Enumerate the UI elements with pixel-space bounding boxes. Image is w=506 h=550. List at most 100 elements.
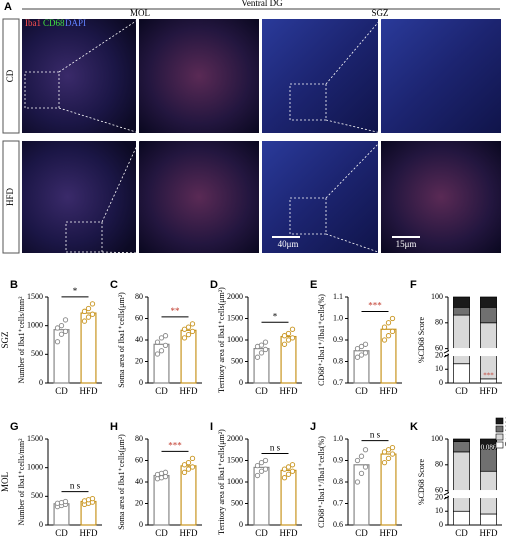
- y-tick-label: 20: [435, 350, 443, 359]
- data-point: [285, 337, 292, 343]
- data-point: [254, 463, 261, 469]
- panel-label: G: [10, 421, 19, 433]
- y-tick-label: 100: [431, 292, 443, 301]
- significance-label: **: [171, 306, 181, 316]
- y-tick-label: 0.9: [333, 335, 343, 344]
- data-point: [381, 459, 388, 466]
- legend-swatch: [495, 441, 504, 449]
- data-point: [254, 472, 261, 479]
- data-point: [185, 459, 192, 466]
- y-tick-label: 1000: [27, 320, 43, 329]
- bar-segment: [453, 510, 470, 526]
- data-point: [389, 328, 396, 335]
- legend-swatch: [495, 433, 504, 441]
- y-tick-label: 1500: [227, 455, 243, 464]
- data-point: [354, 457, 361, 464]
- y-axis-label: Soma area of Iba1⁺cells(μm²): [117, 292, 126, 388]
- data-point: [81, 318, 88, 324]
- bar: [280, 469, 297, 526]
- x-tick-label: HFD: [279, 386, 298, 396]
- y-axis-label: %CD68 Score: [417, 317, 426, 363]
- x-tick-label: CD: [455, 528, 468, 538]
- y-tick-label: 1500: [27, 292, 43, 301]
- y-tick-label: 1.0: [333, 313, 343, 322]
- y-tick-label: 2000: [227, 292, 243, 301]
- row-label: SGZ: [0, 331, 10, 348]
- data-point: [62, 317, 69, 323]
- bar-segment: [453, 314, 470, 365]
- data-point: [181, 335, 188, 341]
- data-point: [189, 328, 196, 335]
- y-axis-label: Territory area of Iba1⁺cells(μm²): [217, 287, 226, 393]
- y-tick-label: 60: [435, 343, 443, 352]
- bar-segment: [453, 296, 470, 308]
- data-point: [385, 333, 392, 339]
- y-tick-label: 20: [135, 498, 143, 507]
- data-point: [281, 466, 288, 472]
- axis-break-gap: [449, 490, 503, 499]
- group-label: HFD: [5, 188, 15, 207]
- x-tick-label: CD: [55, 386, 68, 396]
- y-tick-label: 0: [239, 378, 243, 387]
- bar: [380, 328, 397, 384]
- y-tick-label: 0: [439, 520, 443, 529]
- y-tick-label: 0: [439, 378, 443, 387]
- y-tick-label: 1000: [227, 335, 243, 344]
- data-point: [262, 457, 269, 464]
- y-axis-label: Territory area of Iba1⁺cells(μm²): [217, 429, 226, 535]
- x-tick-label: HFD: [479, 386, 498, 396]
- bar-segment: [453, 438, 470, 442]
- y-tick-label: 0: [239, 520, 243, 529]
- y-tick-label: 1500: [27, 434, 43, 443]
- panel-label: D: [210, 279, 218, 291]
- x-tick-label: CD: [155, 528, 168, 538]
- y-tick-label: 0.8: [333, 477, 343, 486]
- y-axis-label: Number of Iba1⁺cells/mm²: [17, 296, 26, 384]
- significance-label: ***: [368, 301, 382, 311]
- x-tick-label: CD: [455, 386, 468, 396]
- data-point: [181, 469, 188, 475]
- annotation: ***: [483, 372, 494, 380]
- data-point: [281, 475, 288, 481]
- data-point: [62, 498, 69, 505]
- bar: [180, 329, 197, 384]
- bar-segment: [453, 441, 470, 453]
- bar: [153, 474, 170, 526]
- data-point: [289, 462, 296, 468]
- data-point: [262, 339, 269, 345]
- significance-label: n s: [270, 443, 281, 453]
- data-point: [54, 339, 61, 345]
- row-label: MOL: [0, 472, 10, 492]
- data-point: [158, 348, 165, 354]
- y-tick-label: 60: [435, 485, 443, 494]
- x-tick-label: CD: [255, 386, 268, 396]
- y-tick-label: 100: [431, 434, 443, 443]
- stain-label: Iba1: [25, 18, 41, 28]
- region-label: MOL: [130, 8, 150, 18]
- data-point: [58, 331, 65, 337]
- x-tick-label: HFD: [379, 386, 398, 396]
- y-tick-label: 500: [31, 349, 43, 358]
- x-tick-label: CD: [55, 528, 68, 538]
- stain-label: CD68: [43, 18, 65, 28]
- bar-segment: [480, 306, 497, 324]
- figure-heading: Ventral DG: [241, 0, 283, 8]
- data-point: [354, 345, 361, 352]
- x-tick-label: HFD: [179, 386, 198, 396]
- bar-segment: [480, 296, 497, 308]
- data-point: [362, 464, 369, 470]
- data-point: [258, 468, 265, 474]
- group-box: [2, 18, 20, 134]
- data-point: [285, 464, 292, 470]
- data-point: [185, 324, 192, 330]
- data-point: [189, 455, 196, 461]
- micrograph: [381, 19, 501, 133]
- y-tick-label: 10: [435, 506, 443, 515]
- panel-a: A Ventral DG MOL SGZ CD HFD Iba1 CD68 DA…: [2, 0, 501, 254]
- data-point: [285, 471, 292, 477]
- y-tick-label: 40: [135, 335, 143, 344]
- y-tick-label: 80: [435, 318, 443, 327]
- x-tick-label: HFD: [379, 528, 398, 538]
- scale-label: 40μm: [278, 239, 299, 249]
